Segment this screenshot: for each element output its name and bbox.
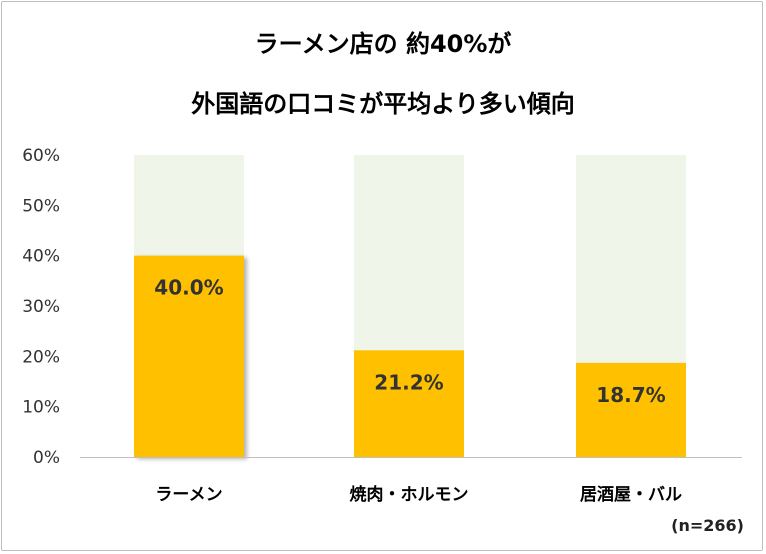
- y-tick-label: 40%: [22, 247, 60, 267]
- y-tick-label: 0%: [33, 448, 60, 468]
- y-tick-label: 10%: [22, 398, 60, 418]
- x-tick-label: 焼肉・ホルモン: [350, 484, 469, 505]
- x-tick-label: 居酒屋・バル: [580, 484, 682, 505]
- sample-size-note: (n=266): [671, 516, 744, 535]
- data-label: 18.7%: [596, 383, 665, 407]
- bar: [576, 362, 686, 457]
- bar: [134, 255, 244, 457]
- chart-title-line-1: ラーメン店の 約40%が: [254, 30, 512, 58]
- data-label: 40.0%: [154, 276, 223, 300]
- bar: [354, 350, 464, 457]
- x-tick-label: ラーメン: [155, 485, 222, 505]
- y-tick-label: 60%: [22, 146, 60, 166]
- y-tick-label: 30%: [22, 297, 60, 317]
- data-label: 21.2%: [374, 370, 443, 394]
- y-tick-label: 20%: [22, 347, 60, 367]
- chart-title-line-2: 外国語の口コミが平均より多い傾向: [191, 90, 575, 118]
- y-tick-label: 50%: [22, 196, 60, 216]
